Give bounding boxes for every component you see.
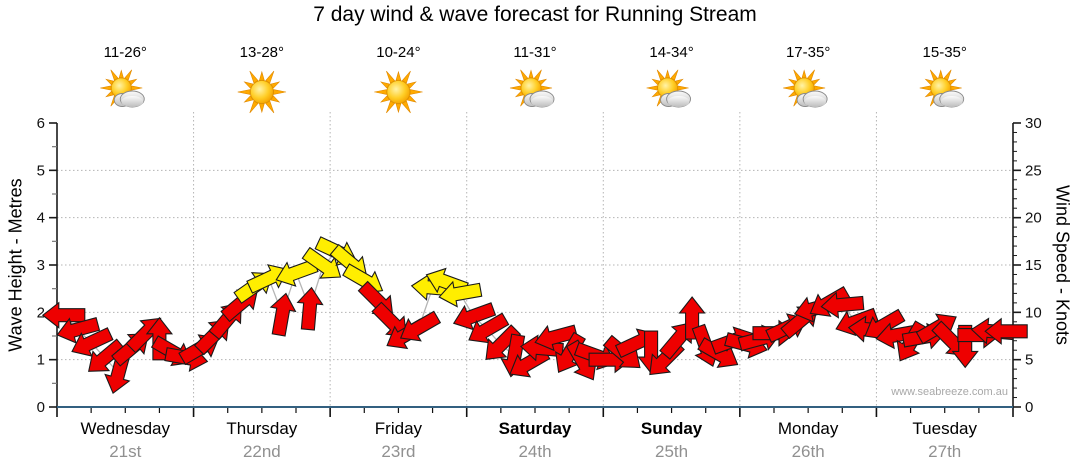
wind-arrow [88,338,126,372]
temp-label: 11-26° [104,44,147,61]
wind-arrow [269,292,297,337]
day-date-label: 21st [109,442,141,461]
weather-icon-sun [237,70,287,114]
temp-label: 14-34° [649,44,693,61]
wind-arrow [820,291,865,319]
weather-icon-sun-cloud [509,69,555,108]
day-date-label: 24th [518,442,551,461]
sun-disc [249,80,274,104]
wind-arrow [984,317,1028,345]
wind-arrow [438,280,483,308]
temp-label: 17-35° [786,44,830,61]
wind-arrow [399,310,442,342]
sun-disc [386,80,411,104]
weather-icon-sun-cloud [783,69,828,108]
sun-rays [374,70,423,114]
left-axis-title: Wave Height - Metres [5,178,26,352]
left-axis-tick-label: 2 [37,304,45,321]
wind-arrow [452,302,497,331]
day-date-label: 25th [655,442,688,461]
wind-arrow [41,301,86,329]
wind-arrow [71,327,114,357]
right-axis-title: Wind Speed - Knots [1052,184,1073,346]
left-axis-tick-label: 0 [37,399,45,416]
day-label: Sunday [641,419,703,438]
left-axis-tick-label: 4 [37,210,45,227]
day-label: Thursday [226,419,297,438]
day-date-label: 27th [928,442,961,461]
sun-rays [237,70,287,114]
weather-icon-sun-cloud [100,69,145,108]
day-label: Wednesday [81,419,171,438]
day-date-label: 23rd [381,442,415,461]
wind-arrow [534,324,579,352]
cloud-shade [121,96,144,107]
cloud-shade [667,96,690,107]
right-axis-tick-label: 5 [1025,352,1033,369]
right-axis-tick-label: 15 [1025,257,1042,274]
temp-label: 11-31° [513,44,556,61]
cloud-shade [940,96,963,107]
right-axis-tick-label: 25 [1025,162,1042,179]
weather-icon-sun-cloud [919,69,965,108]
left-axis-tick-label: 1 [37,352,45,369]
left-axis-tick-label: 3 [37,257,45,274]
wind-arrow [301,246,342,279]
weather-icon-sun [374,70,423,114]
wind-arrow [519,334,564,362]
right-axis-tick-label: 30 [1025,115,1042,132]
weather-icon-sun-cloud [646,69,692,108]
page-title: 7 day wind & wave forecast for Running S… [313,3,757,26]
wind-arrow [296,286,324,331]
day-label: Monday [778,419,839,438]
watermark: www.seabreeze.com.au [891,386,1008,398]
day-date-label: 22nd [243,442,281,461]
wind-arrow [56,317,101,344]
day-date-label: 26th [792,442,825,461]
left-axis-tick-label: 6 [37,115,45,132]
temp-label: 13-28° [240,44,284,61]
cloud-shade [531,96,553,107]
cloud-shade [804,96,827,107]
right-axis-tick-label: 20 [1025,210,1042,227]
temp-label: 10-24° [376,44,420,61]
wind-arrow [468,312,510,344]
day-label: Saturday [499,419,572,438]
left-axis-tick-label: 5 [37,162,45,179]
day-label: Friday [375,419,423,438]
day-label: Tuesday [912,419,977,438]
right-axis-tick-label: 0 [1025,399,1033,416]
right-axis-tick-label: 10 [1025,304,1042,321]
temp-label: 15-35° [923,44,967,61]
